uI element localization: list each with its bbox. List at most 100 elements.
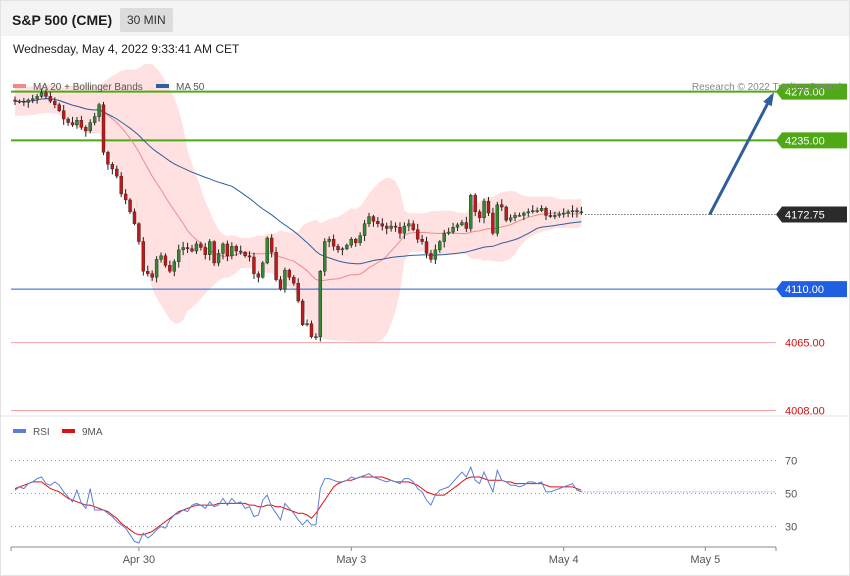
candle (234, 244, 238, 257)
candle (442, 229, 446, 248)
candle (562, 208, 566, 218)
candle-body (283, 269, 287, 290)
candle (491, 207, 495, 236)
candle (190, 244, 194, 253)
candle (393, 222, 398, 232)
rsi-legend-swatch (13, 429, 26, 433)
candle-body (256, 273, 261, 278)
candle (53, 97, 57, 109)
candle (340, 247, 345, 256)
candle (212, 240, 216, 266)
candle (411, 220, 415, 232)
candle (92, 112, 97, 126)
candle (371, 214, 376, 227)
candle-body (486, 200, 491, 214)
level-label-4235.00: 4235.00 (785, 135, 825, 147)
candle (181, 241, 185, 256)
candle (385, 222, 389, 235)
candle (407, 219, 411, 232)
candle (61, 105, 66, 125)
candle (477, 209, 482, 223)
candle-body (101, 104, 106, 153)
candle-body (97, 104, 101, 117)
candle-body (31, 98, 35, 101)
candle-body (261, 262, 265, 278)
candle (575, 207, 579, 218)
candle (22, 97, 26, 106)
candle (415, 223, 420, 244)
candle-body (398, 227, 402, 234)
candle-body (123, 193, 128, 201)
candle-body (110, 164, 115, 170)
rsi-level-label: 50 (785, 489, 797, 501)
candle (522, 211, 526, 221)
candle-body (252, 256, 256, 274)
candle-body (230, 246, 234, 257)
candle-body (137, 223, 141, 242)
ma20-line (15, 98, 582, 282)
candle-body (128, 199, 132, 213)
candle-body (159, 255, 163, 260)
candle-body (88, 122, 92, 132)
candle-body (455, 224, 460, 228)
candle (225, 240, 230, 262)
candle (84, 125, 88, 137)
candle-body (385, 225, 389, 229)
chart-header: S&P 500 (CME) 30 MIN (1, 1, 849, 36)
candle-body (44, 92, 48, 97)
candle-body (504, 206, 508, 221)
candle-body (495, 204, 500, 234)
candle (323, 238, 327, 276)
candle (66, 117, 70, 126)
candle (500, 199, 504, 211)
candle-body (115, 168, 119, 177)
level-label-4110.00: 4110.00 (785, 284, 824, 296)
candle-body (539, 208, 544, 211)
candle-body (203, 247, 207, 255)
candle (354, 237, 358, 247)
legend-swatch (156, 84, 169, 88)
candle-body (535, 210, 539, 212)
candle-body (327, 238, 331, 242)
candle-body (84, 127, 88, 132)
timeframe-badge[interactable]: 30 MIN (120, 8, 173, 32)
candle (17, 99, 22, 104)
level-tag-4276.00 (776, 83, 847, 100)
candle (420, 234, 424, 245)
candle-body (243, 252, 247, 257)
chart-datetime: Wednesday, May 4, 2022 9:33:41 AM CET (13, 42, 240, 56)
candle (101, 101, 106, 156)
candle (482, 198, 486, 224)
candle-body (106, 152, 110, 165)
candle-body (389, 225, 393, 229)
candle (243, 250, 247, 258)
candle-body (61, 110, 66, 120)
rsi-line (14, 465, 582, 544)
level-label-4172.75: 4172.75 (785, 209, 825, 221)
candle-body (464, 222, 469, 229)
candle (398, 222, 402, 239)
candle (132, 208, 137, 226)
candle-body (216, 253, 221, 264)
candle (579, 206, 584, 215)
candle (438, 240, 442, 253)
candle-body (548, 215, 553, 217)
candle (230, 242, 234, 260)
candle (300, 299, 305, 327)
candle-body (274, 252, 278, 280)
candle (539, 205, 544, 212)
candle-body (411, 223, 415, 230)
rsi-level-label: 30 (785, 522, 797, 534)
candle-body (278, 279, 283, 290)
candle (544, 206, 548, 221)
candle-body (287, 269, 292, 278)
candle-body (70, 122, 75, 126)
candle-body (247, 255, 252, 258)
candle (535, 207, 539, 213)
candle-body (163, 255, 168, 266)
candle (194, 241, 199, 254)
candle (97, 102, 101, 122)
level-label-4065.00: 4065.00 (785, 338, 825, 350)
candle-body (194, 243, 199, 252)
candle-body (531, 210, 535, 213)
